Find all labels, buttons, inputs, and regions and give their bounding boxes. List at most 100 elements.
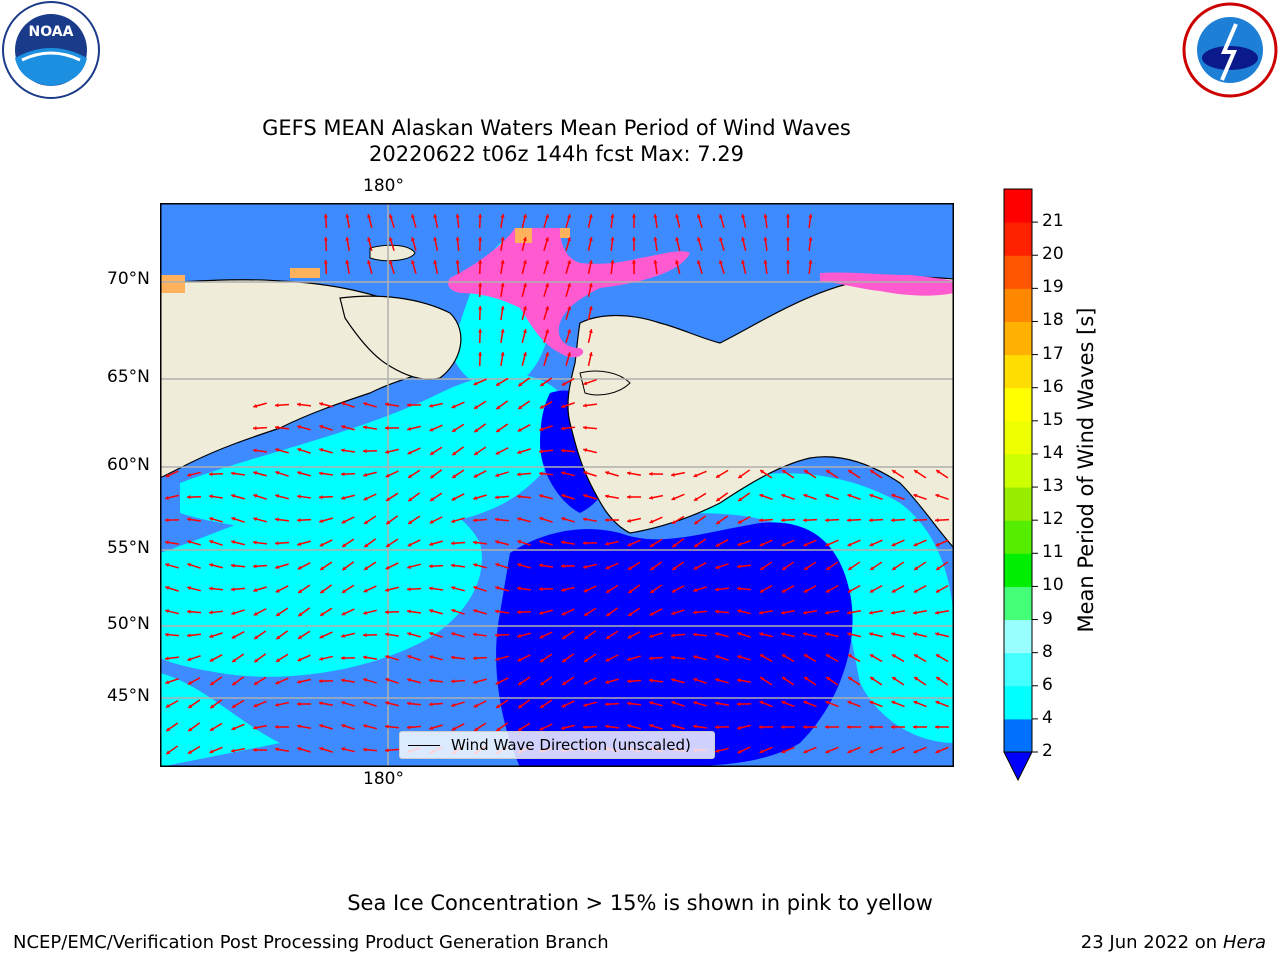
wind-wave-arrowhead bbox=[341, 611, 346, 616]
wind-wave-arrowhead bbox=[275, 541, 279, 546]
wind-wave-arrowhead bbox=[847, 542, 852, 547]
wind-wave-arrowhead bbox=[452, 451, 457, 456]
wind-wave-arrowhead bbox=[913, 632, 917, 637]
wind-wave-arrowhead bbox=[610, 237, 615, 241]
wind-wave-arrowhead bbox=[583, 702, 588, 707]
wind-wave-arrowhead bbox=[518, 382, 523, 387]
wind-wave-arrowhead bbox=[433, 214, 438, 218]
wind-wave-arrowhead bbox=[455, 260, 460, 264]
wind-wave-arrowhead bbox=[653, 237, 658, 241]
wind-wave-arrowhead bbox=[540, 681, 545, 686]
wind-wave-arrowhead bbox=[891, 749, 896, 754]
wind-wave-arrowhead bbox=[298, 635, 303, 639]
wind-wave-arrowhead bbox=[165, 495, 170, 500]
wind-wave-arrowhead bbox=[319, 518, 324, 523]
colorbar-bin bbox=[1004, 420, 1032, 455]
wind-wave-arrowhead bbox=[429, 702, 433, 707]
wind-wave-arrowhead bbox=[433, 237, 438, 241]
wind-wave-arrowhead bbox=[209, 586, 213, 591]
wind-wave-arrowhead bbox=[385, 701, 390, 706]
wind-wave-arrowhead bbox=[323, 260, 328, 264]
wind-wave-arrowhead bbox=[473, 563, 478, 568]
wind-wave-arrowhead bbox=[561, 725, 566, 730]
wind-wave-arrowhead bbox=[297, 747, 302, 751]
wind-wave-arrowhead bbox=[165, 473, 170, 478]
wind-wave-arrowhead bbox=[517, 633, 522, 638]
wind-wave-arrowhead bbox=[545, 329, 550, 334]
wind-wave-arrowhead bbox=[474, 727, 479, 731]
wind-wave-arrowhead bbox=[825, 493, 830, 498]
wind-wave-arrowhead bbox=[429, 519, 434, 524]
wind-wave-arrowhead bbox=[892, 566, 897, 570]
lat-label-70: 70°N bbox=[107, 269, 150, 289]
wind-wave-arrowhead bbox=[694, 520, 699, 525]
wind-wave-arrowhead bbox=[913, 724, 917, 730]
wind-wave-arrowhead bbox=[319, 471, 323, 476]
wind-wave-arrowhead bbox=[297, 402, 301, 407]
wind-wave-arrowhead bbox=[187, 540, 192, 544]
wind-wave-arrowhead bbox=[411, 237, 415, 242]
wind-wave-arrowhead bbox=[231, 611, 236, 616]
wind-wave-arrowhead bbox=[539, 726, 544, 731]
wind-wave-arrowhead bbox=[696, 260, 701, 265]
wind-wave-arrowhead bbox=[935, 493, 940, 498]
wind-wave-arrowhead bbox=[495, 540, 500, 545]
wind-wave-arrowhead bbox=[627, 494, 631, 500]
wind-wave-arrowhead bbox=[561, 703, 566, 708]
wind-wave-arrowhead bbox=[803, 749, 808, 754]
wind-wave-arrowhead bbox=[297, 425, 302, 430]
wind-wave-arrowhead bbox=[319, 424, 324, 429]
wind-wave-arrowhead bbox=[517, 450, 522, 455]
wind-wave-arrowhead bbox=[386, 497, 391, 501]
wind-wave-arrowhead bbox=[297, 657, 302, 662]
wind-wave-arrowhead bbox=[936, 677, 941, 681]
wind-wave-arrowhead bbox=[847, 610, 851, 615]
wind-wave-arrowhead bbox=[826, 566, 831, 570]
wind-wave-arrowhead bbox=[451, 586, 456, 591]
wind-wave-arrowhead bbox=[781, 542, 786, 547]
wind-wave-arrowhead bbox=[605, 541, 609, 546]
wind-wave-arrowhead bbox=[808, 237, 813, 241]
wind-wave-arrowhead bbox=[500, 329, 505, 333]
wind-wave-arrowhead bbox=[583, 564, 587, 569]
wind-wave-arrowhead bbox=[583, 540, 587, 546]
wind-wave-arrowhead bbox=[627, 657, 632, 661]
wind-wave-arrowhead bbox=[869, 632, 873, 637]
wind-wave-arrowhead bbox=[320, 612, 325, 616]
wind-wave-arrowhead bbox=[209, 610, 213, 615]
wind-wave-arrowhead bbox=[936, 566, 941, 570]
wind-wave-arrowhead bbox=[913, 654, 918, 658]
wind-wave-arrowhead bbox=[737, 678, 741, 683]
wind-wave-arrowhead bbox=[253, 448, 257, 453]
wind-wave-arrowhead bbox=[583, 403, 587, 408]
wind-wave-arrowhead bbox=[737, 609, 742, 614]
wind-wave-arrowhead bbox=[429, 564, 433, 569]
wind-wave-arrowhead bbox=[588, 283, 593, 287]
wind-wave-arrowhead bbox=[341, 678, 345, 683]
wind-wave-arrowhead bbox=[166, 750, 171, 755]
wind-wave-arrowhead bbox=[631, 237, 637, 241]
colorbar-frame bbox=[1003, 188, 1033, 753]
wind-wave-arrowhead bbox=[567, 352, 571, 357]
wind-wave-arrowhead bbox=[671, 700, 676, 705]
wind-wave-arrowhead bbox=[935, 724, 939, 730]
lat-label-45: 45°N bbox=[107, 686, 150, 706]
wind-wave-arrowhead bbox=[869, 542, 874, 547]
wind-wave-arrowhead bbox=[209, 634, 214, 639]
wind-wave-arrowhead bbox=[869, 749, 874, 754]
wind-wave-arrowhead bbox=[495, 473, 500, 478]
wind-wave-arrowhead bbox=[407, 609, 411, 614]
wind-wave-arrowhead bbox=[935, 700, 940, 705]
wind-wave-arrowhead bbox=[561, 381, 566, 386]
wind-wave-arrowhead bbox=[522, 260, 527, 265]
colorbar-tick-label: 13 bbox=[1042, 476, 1064, 497]
wind-wave-arrowhead bbox=[847, 654, 852, 658]
wind-wave-arrowhead bbox=[253, 703, 258, 708]
wind-wave-arrowhead bbox=[539, 494, 544, 499]
land-alaska bbox=[567, 276, 954, 549]
wind-wave-arrowhead bbox=[364, 520, 369, 524]
wind-wave-arrowhead bbox=[496, 382, 501, 386]
wind-wave-arrowhead bbox=[231, 563, 235, 568]
wind-wave-arrowhead bbox=[430, 451, 435, 455]
wind-wave-arrowhead bbox=[825, 632, 829, 637]
